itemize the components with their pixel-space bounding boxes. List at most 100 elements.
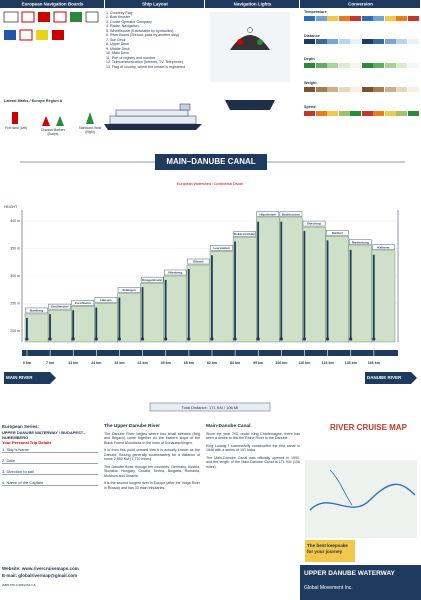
scale-cell	[338, 39, 350, 45]
total-distance: Total Distance: 171 KM / 106 MI	[181, 404, 239, 410]
conversion-row: Speed	[304, 105, 419, 116]
pool	[117, 293, 141, 343]
scale-cell	[361, 39, 373, 45]
scale-cell	[407, 39, 419, 45]
brand-bar	[300, 565, 421, 600]
distance-label: 68 km	[184, 361, 194, 365]
y-tick-label: 250 m	[10, 302, 20, 306]
pool	[348, 245, 373, 343]
sign	[3, 11, 19, 23]
conversion-scale	[304, 39, 419, 45]
lock-base	[302, 337, 306, 341]
lock-post	[95, 307, 98, 338]
sign	[19, 29, 33, 41]
company: Global Movement Inc.	[304, 585, 353, 591]
scale-cell	[396, 39, 407, 45]
ship-deck	[109, 115, 197, 125]
lock-base	[71, 337, 75, 341]
y-tick-label: 400 m	[10, 219, 20, 223]
pool	[232, 237, 257, 343]
article: Main-Danube Canal Since the year 793, und…	[206, 424, 300, 472]
lock-base	[164, 337, 168, 341]
distance-label: 84 km	[230, 361, 240, 365]
lock-name: Bamberg	[30, 309, 44, 313]
distance-label: 13 km	[68, 361, 78, 365]
ship-item: 9. Middle Deck	[106, 46, 130, 51]
right-river: DANUBE RIVER	[367, 375, 402, 380]
scale-cell	[350, 110, 361, 116]
scale-cell	[384, 110, 396, 116]
ship-item: 1. Courtesy Flag	[106, 11, 133, 15]
lock-name: Hilpoltstein	[259, 212, 276, 216]
lock-name: Kelheim	[377, 245, 389, 249]
pool	[256, 217, 280, 343]
lock-base	[325, 337, 330, 341]
header-bar	[205, 0, 299, 8]
scale-cell	[361, 86, 373, 92]
sign	[85, 11, 99, 23]
wheelhouse	[179, 103, 191, 111]
sign	[38, 12, 50, 22]
lock-name-box	[48, 303, 71, 310]
distance-label: 41 km	[138, 361, 148, 365]
scale-cell	[350, 63, 361, 69]
lock-name-box	[302, 220, 326, 227]
scale-cell	[338, 110, 350, 116]
lock-post	[234, 241, 236, 338]
lock-name-box	[325, 230, 349, 236]
scale-cell	[384, 15, 396, 21]
scale-cell	[373, 110, 384, 116]
lock-name-box	[25, 307, 48, 314]
lock-post	[49, 314, 51, 338]
lock-post	[257, 221, 260, 338]
lock-name-box	[164, 269, 187, 276]
lock-name: Hausen	[100, 298, 111, 302]
lock-base	[372, 337, 376, 341]
scale-cell	[373, 15, 384, 21]
article-title: Main-Danube Canal	[206, 424, 251, 429]
sign	[52, 30, 64, 40]
scale-cell	[338, 15, 350, 21]
scale-cell	[338, 86, 350, 92]
lock-name: Berching	[307, 222, 321, 226]
lock-name-box	[187, 258, 210, 265]
conversion-label: Weight	[304, 81, 317, 86]
lock-post	[326, 240, 329, 338]
distance-label: 116 km	[299, 361, 311, 365]
pool	[94, 303, 118, 343]
pool	[71, 306, 95, 343]
lock-base	[349, 337, 353, 341]
scale-cell	[327, 39, 338, 45]
distance-label: 7 km	[46, 361, 54, 365]
lock-name: Nürnberg	[168, 271, 182, 275]
lock-name: Forchheim	[75, 301, 91, 305]
watershed: European Watershed / Continental Divide	[177, 182, 243, 186]
conversion-label: Depth	[304, 57, 315, 62]
conversion-row: Weight	[304, 81, 419, 92]
ship-list: 1. Courtesy Flag 2. Bow thruster 3. Cruise…	[106, 11, 206, 69]
lock-post	[303, 231, 306, 338]
lock-post	[349, 249, 352, 338]
map-title: RIVER CRUISE MAP	[330, 423, 407, 432]
scale-cell	[407, 15, 419, 21]
scale-cell	[350, 39, 361, 45]
sign	[53, 11, 67, 23]
scale-cell	[304, 110, 315, 116]
y-tick-label: 300 m	[10, 274, 20, 278]
scale-cell	[327, 110, 338, 116]
lock-name-box	[349, 239, 372, 245]
article-paragraph: It is the second longest river in Europe…	[104, 481, 200, 490]
canal-title: MAIN–DANUBE CANAL	[166, 157, 256, 166]
scale-cell	[361, 15, 373, 21]
article-paragraph: Since the year 793, under King Charlemag…	[206, 431, 300, 441]
sign	[36, 30, 48, 40]
header-title: European Navigation Boards	[22, 2, 84, 7]
green-light	[257, 39, 263, 45]
ship-item: 10. Main Deck	[106, 51, 129, 56]
pool	[209, 251, 234, 343]
buoy	[56, 116, 64, 126]
scale-cell	[304, 86, 315, 92]
y-tick-label: 200 m	[10, 329, 20, 333]
lock-name-box	[210, 245, 233, 251]
